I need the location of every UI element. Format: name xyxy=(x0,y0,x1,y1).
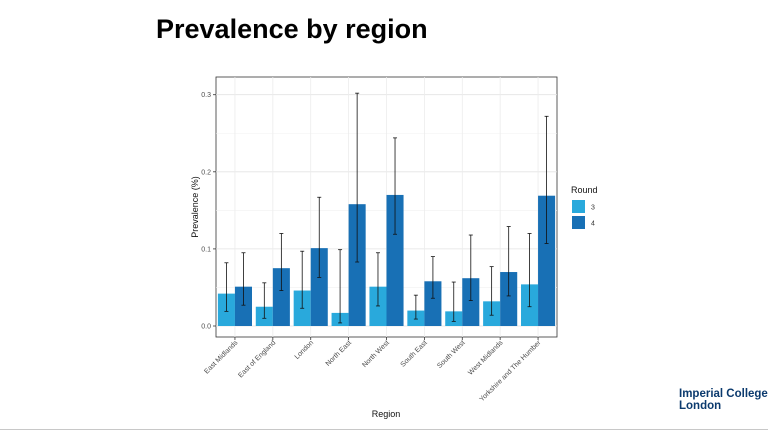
bar-round-4 xyxy=(386,194,404,326)
logo-line-1: Imperial College xyxy=(679,388,768,400)
error-bars-layer xyxy=(224,92,549,324)
bar-round-4 xyxy=(538,195,556,326)
bar-round-4 xyxy=(348,204,366,326)
legend-label-round-4: 4 xyxy=(591,221,595,228)
legend-label-round-3: 3 xyxy=(591,205,595,212)
x-tick-label: South East xyxy=(400,339,429,368)
x-tick-label: South West xyxy=(436,339,466,369)
logo-line-2: London xyxy=(679,400,722,412)
x-axis-title: Region xyxy=(372,409,401,419)
y-tick-label: 0.3 xyxy=(201,92,211,99)
bars-layer xyxy=(217,194,556,326)
y-tick-label: 0.0 xyxy=(201,324,211,331)
legend: Round 3 4 xyxy=(571,185,598,229)
y-axis: 0.0 0.1 0.2 0.3 xyxy=(201,92,216,331)
x-tick-label: North West xyxy=(361,339,391,369)
legend-title: Round xyxy=(571,185,598,195)
bar-round-4 xyxy=(424,281,442,326)
y-axis-title: Prevalence (%) xyxy=(190,176,200,238)
footer-divider xyxy=(0,429,768,430)
x-tick-label: North East xyxy=(325,339,353,367)
imperial-college-logo: Imperial College London xyxy=(679,388,768,412)
y-tick-label: 0.1 xyxy=(201,246,211,253)
legend-swatch-round-4 xyxy=(572,216,585,229)
bar-round-4 xyxy=(234,286,252,326)
x-tick-label: East of England xyxy=(237,339,277,379)
x-tick-label: Yorkshire and The Humber xyxy=(479,339,543,403)
legend-swatch-round-3 xyxy=(572,200,585,213)
y-tick-label: 0.2 xyxy=(201,169,211,176)
bar-round-4 xyxy=(310,248,328,326)
x-tick-label: East Midlands xyxy=(203,339,239,375)
bar-round-4 xyxy=(272,268,290,326)
bar-round-4 xyxy=(500,272,518,326)
bar-round-4 xyxy=(462,278,480,326)
x-tick-label: West Midlands xyxy=(467,339,505,377)
slide-title: Prevalence by region xyxy=(156,14,428,44)
x-tick-label: London xyxy=(294,339,316,361)
